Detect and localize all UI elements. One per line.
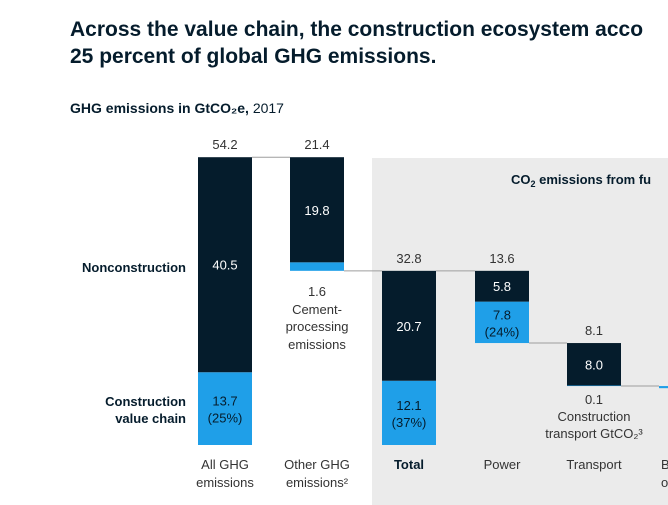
transport-annotation-1: Construction bbox=[558, 409, 631, 424]
bar-nonconstruction-4 bbox=[567, 343, 621, 386]
row-label-construction: Construction bbox=[105, 394, 186, 409]
bar-construction-4 bbox=[567, 385, 621, 387]
subtitle-measure: GHG emissions in GtCO₂e, bbox=[70, 100, 249, 116]
nonconstruction-label-0: 40.5 bbox=[212, 258, 237, 273]
chart-title-line-1: Across the value chain, the construction… bbox=[70, 18, 644, 41]
cement-annotation-2: processing bbox=[286, 319, 349, 334]
nonconstruction-label-4: 8.0 bbox=[585, 357, 603, 372]
total-label-0: 54.2 bbox=[212, 137, 237, 152]
x-tick-label-2-0: Total bbox=[394, 457, 424, 472]
x-tick-label-1-0: Other GHG bbox=[284, 457, 350, 472]
chart-title-line-2: 25 percent of global GHG emissions. bbox=[70, 45, 437, 68]
x-tick-label-0-1: emissions bbox=[196, 475, 254, 490]
bar-nonconstruction-2 bbox=[382, 270, 436, 381]
construction-label-3: 7.8 (24%) bbox=[485, 307, 520, 339]
total-label-2: 32.8 bbox=[396, 251, 421, 266]
nonconstruction-label-2: 20.7 bbox=[396, 319, 421, 334]
construction-label-0: 13.7 (25%) bbox=[208, 394, 243, 426]
transport-annotation-0: 0.1 bbox=[585, 392, 603, 407]
bar-construction-1 bbox=[290, 262, 344, 271]
total-label-1: 21.4 bbox=[304, 137, 329, 152]
bar-construction-5 bbox=[659, 386, 668, 389]
bar-construction-0 bbox=[198, 372, 252, 445]
cement-annotation-0: 1.6 bbox=[308, 284, 326, 299]
x-tick-label-5-0: B bbox=[661, 457, 668, 472]
bar-construction-2 bbox=[382, 380, 436, 445]
bar-construction-3 bbox=[475, 301, 529, 344]
x-tick-label-0-0: All GHG bbox=[201, 457, 249, 472]
total-label-3: 13.6 bbox=[489, 251, 514, 266]
cement-annotation-1: Cement- bbox=[292, 302, 342, 317]
bar-nonconstruction-0 bbox=[198, 157, 252, 373]
subtitle-year: 2017 bbox=[248, 100, 284, 116]
chart-subtitle: GHG emissions in GtCO₂e, 2017 bbox=[70, 100, 284, 116]
chart-title: Across the value chain, the construction… bbox=[70, 16, 668, 70]
bar-nonconstruction-3 bbox=[475, 270, 529, 302]
transport-annotation-2: transport GtCO₂³ bbox=[545, 426, 643, 441]
nonconstruction-label-1: 19.8 bbox=[304, 203, 329, 218]
panel-title: CO2 emissions from fu bbox=[511, 172, 651, 189]
total-label-4: 8.1 bbox=[585, 323, 603, 338]
x-tick-label-4-0: Transport bbox=[566, 457, 622, 472]
bar-nonconstruction-1 bbox=[290, 157, 344, 263]
row-label-nonconstruction: Nonconstruction bbox=[82, 260, 186, 275]
cement-annotation-3: emissions bbox=[288, 337, 346, 352]
x-tick-label-3-0: Power bbox=[484, 457, 522, 472]
x-tick-label-5-1: op bbox=[661, 475, 668, 490]
row-label-value-chain: value chain bbox=[115, 411, 186, 426]
nonconstruction-label-3: 5.8 bbox=[493, 279, 511, 294]
construction-label-2: 12.1 (37%) bbox=[392, 398, 427, 430]
x-tick-label-1-1: emissions² bbox=[286, 475, 349, 490]
